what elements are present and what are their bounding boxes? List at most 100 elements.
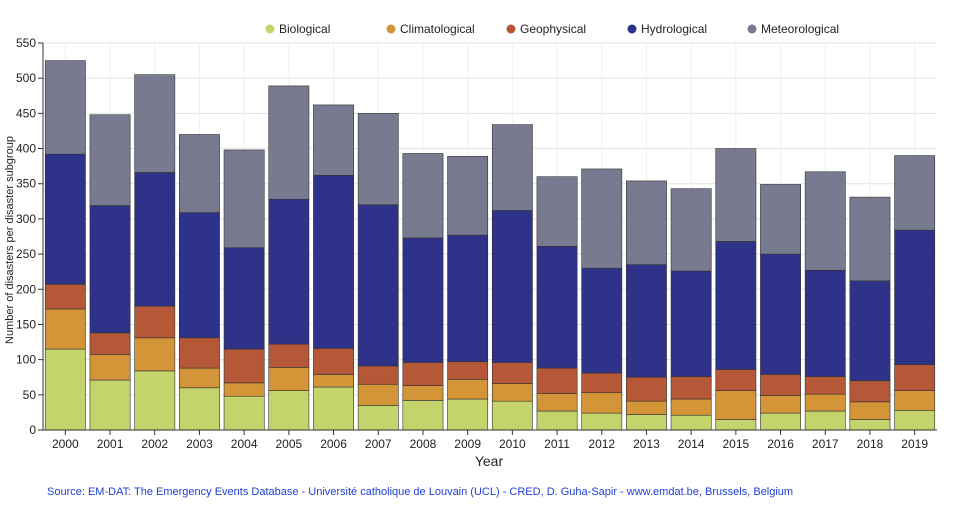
- x-tick-label: 2016: [767, 437, 794, 451]
- legend-swatch: [747, 24, 757, 34]
- bar-segment-climatological: [715, 390, 757, 420]
- bar-segment-climatological: [402, 385, 444, 401]
- bar-segment-biological: [89, 379, 131, 431]
- bar-segment-geophysical: [760, 374, 801, 396]
- y-tick-label: 250: [16, 247, 36, 261]
- legend-item-climatological: Climatological: [386, 22, 475, 36]
- bar-segment-geophysical: [89, 332, 131, 356]
- legend-label: Biological: [279, 22, 330, 36]
- x-tick-label: 2010: [499, 437, 526, 451]
- y-tick-label: 0: [29, 423, 36, 437]
- y-tick-label: 350: [16, 177, 36, 191]
- bar-segment-geophysical: [357, 365, 399, 385]
- bar-segment-meteorological: [402, 153, 444, 239]
- bar-segment-meteorological: [894, 155, 936, 231]
- bar-segment-hydrological: [447, 234, 489, 363]
- x-tick-label: 2003: [186, 437, 213, 451]
- bar-segment-geophysical: [536, 367, 578, 394]
- bar-segment-hydrological: [313, 174, 354, 349]
- x-tick-label: 2004: [231, 437, 258, 451]
- bar-segment-geophysical: [626, 376, 667, 402]
- bar-segment-climatological: [670, 398, 712, 416]
- x-axis-title: Year: [475, 453, 504, 469]
- bar-segment-biological: [179, 387, 220, 431]
- x-tick-label: 2007: [365, 437, 392, 451]
- bar-segment-hydrological: [804, 269, 846, 377]
- bar-segment-geophysical: [670, 376, 712, 400]
- bar-segment-hydrological: [179, 212, 220, 339]
- bar-segment-climatological: [447, 379, 489, 400]
- x-tick-label: 2000: [52, 437, 79, 451]
- bar-segment-geophysical: [894, 364, 936, 391]
- axes: 0 50 100 150 200 250 300 350 400 450 500 550 2000 200…: [16, 36, 937, 451]
- y-tick-label: 100: [16, 353, 36, 367]
- bar-segment-geophysical: [223, 348, 265, 384]
- bar-segment-climatological: [89, 354, 131, 381]
- legend-label: Meteorological: [761, 22, 839, 36]
- bar-segment-biological: [804, 410, 846, 431]
- bar-segment-climatological: [581, 392, 623, 414]
- grid: [43, 42, 937, 430]
- bar-segment-geophysical: [134, 305, 176, 339]
- bar-segment-meteorological: [804, 171, 846, 271]
- bar-segment-hydrological: [760, 253, 801, 375]
- bar-segment-climatological: [536, 393, 578, 412]
- legend-swatch: [265, 24, 275, 34]
- bar-segment-hydrological: [491, 210, 533, 363]
- x-tick-label: 2019: [901, 437, 928, 451]
- y-tick-label: 450: [16, 106, 36, 120]
- bar-segment-meteorological: [447, 155, 489, 236]
- bar-segment-hydrological: [849, 280, 891, 382]
- legend-label: Climatological: [400, 22, 475, 36]
- bar-segment-meteorological: [179, 134, 220, 213]
- legend-item-geophysical: Geophysical: [506, 22, 586, 36]
- bar-segment-geophysical: [44, 284, 86, 310]
- x-tick-label: 2008: [410, 437, 437, 451]
- bar-segment-geophysical: [447, 361, 489, 380]
- legend-swatch: [386, 24, 396, 34]
- bar-segment-biological: [536, 410, 578, 431]
- bar-segment-meteorological: [849, 196, 891, 282]
- bar-segment-meteorological: [760, 184, 801, 255]
- x-tick-label: 2018: [857, 437, 884, 451]
- legend-swatch: [627, 24, 637, 34]
- legend-label: Geophysical: [520, 22, 586, 36]
- legend-item-hydrological: Hydrological: [627, 22, 707, 36]
- bar-segment-hydrological: [670, 270, 712, 377]
- y-tick-label: 300: [16, 212, 36, 226]
- bar-segment-biological: [268, 390, 310, 431]
- x-tick-label: 2013: [633, 437, 660, 451]
- bar-segment-geophysical: [849, 380, 891, 403]
- bar-segment-meteorological: [89, 114, 131, 206]
- bar-segment-biological: [447, 398, 489, 431]
- bar-segment-meteorological: [491, 124, 533, 211]
- bar-segment-hydrological: [268, 198, 310, 345]
- bar-segment-climatological: [849, 401, 891, 420]
- bar-segment-biological: [849, 419, 891, 431]
- x-tick-label: 2009: [454, 437, 481, 451]
- bar-segment-geophysical: [268, 343, 310, 368]
- bar-segment-meteorological: [268, 85, 310, 200]
- bar-segment-climatological: [491, 383, 533, 402]
- bar-segment-meteorological: [581, 168, 623, 269]
- bar-segment-climatological: [626, 400, 667, 415]
- x-tick-label: 2002: [141, 437, 168, 451]
- bar-segment-geophysical: [804, 376, 846, 395]
- bar-segment-meteorological: [44, 60, 86, 155]
- bar-segment-meteorological: [715, 148, 757, 242]
- bars: [44, 60, 936, 431]
- bar-segment-geophysical: [313, 348, 354, 375]
- x-tick-label: 2012: [588, 437, 615, 451]
- y-tick-label: 200: [16, 282, 36, 296]
- bar-segment-climatological: [268, 367, 310, 391]
- y-tick-label: 50: [23, 388, 37, 402]
- bar-segment-biological: [715, 419, 757, 431]
- bar-segment-climatological: [804, 393, 846, 412]
- bar-segment-geophysical: [179, 337, 220, 369]
- x-tick-label: 2006: [320, 437, 347, 451]
- bar-segment-biological: [894, 409, 936, 431]
- bar-segment-hydrological: [134, 172, 176, 307]
- bar-segment-hydrological: [715, 241, 757, 370]
- y-tick-label: 150: [16, 317, 36, 331]
